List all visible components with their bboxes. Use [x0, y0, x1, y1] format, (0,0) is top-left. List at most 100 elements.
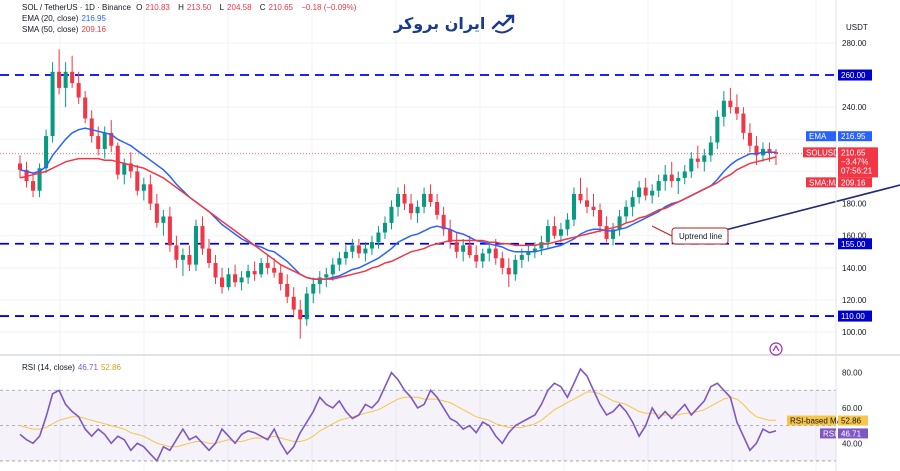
candle [448, 219, 453, 249]
candle [617, 210, 622, 236]
price-tick: 100.00 [842, 328, 867, 337]
price-tick: 280.00 [842, 39, 867, 48]
candle [474, 245, 479, 268]
candle [676, 171, 681, 194]
candle [663, 165, 668, 191]
uptrend-line[interactable] [671, 122, 900, 245]
candle [239, 271, 244, 291]
candle [584, 187, 590, 214]
svg-text:210.65: 210.65 [841, 148, 866, 157]
ema-legend[interactable]: EMA (20, close) 216.95 [22, 14, 106, 23]
sma-legend[interactable]: SMA (50, close) 209.16 [22, 25, 106, 34]
candle [31, 173, 36, 198]
candle [415, 200, 420, 223]
ohlc-low: L 204.58 [219, 3, 252, 12]
candle [220, 267, 225, 294]
candle [317, 271, 322, 294]
candle [161, 210, 166, 236]
candle [741, 107, 746, 140]
rsi-legend[interactable]: RSI (14, close) 46.71 52.86 [22, 363, 121, 372]
candle [115, 142, 120, 180]
ohlc-change: −0.18 (−0.09%) [301, 3, 357, 12]
candle [526, 245, 531, 262]
candle [754, 136, 759, 166]
candle [37, 163, 42, 198]
candle [702, 148, 707, 172]
candle [441, 206, 446, 236]
candle [669, 161, 674, 188]
candle [63, 62, 68, 108]
candle [109, 120, 114, 153]
candle [565, 213, 570, 236]
rsi-name-tag: RSI [820, 428, 836, 439]
candle [513, 255, 518, 281]
candle [734, 94, 739, 121]
candle [259, 258, 264, 278]
rsi-tick: 80.00 [842, 369, 863, 378]
candle [656, 174, 661, 198]
symbol-title[interactable]: SOL / TetherUS · 1D · Binance [22, 3, 131, 12]
ohlc-open: O 210.83 [136, 3, 170, 12]
candle [252, 261, 257, 281]
price-tick: 240.00 [842, 103, 867, 112]
candle [343, 245, 348, 265]
candle [395, 187, 401, 217]
candle [57, 49, 62, 95]
svg-text:SMA:MA: SMA:MA [809, 178, 841, 187]
candle [715, 110, 720, 149]
candle [728, 87, 733, 114]
svg-text:260.00: 260.00 [841, 71, 866, 80]
candle [382, 216, 387, 239]
candle [598, 203, 603, 233]
price-tick: 120.00 [842, 296, 867, 305]
ema-value-tag: 216.95 [838, 131, 872, 142]
ema-20-line [19, 127, 776, 280]
svg-text:RSI-based MA: RSI-based MA [790, 417, 843, 426]
symbol-name-tag: SOLUSDT [803, 147, 844, 158]
candle [233, 264, 238, 288]
candle [493, 238, 498, 265]
candle [611, 222, 616, 246]
candle [350, 238, 355, 259]
candle [167, 206, 172, 252]
price-axis[interactable]: USDT280.00240.00200.00180.00160.00140.00… [842, 23, 868, 448]
candle [571, 187, 576, 227]
candle [200, 216, 205, 256]
svg-text:46.71: 46.71 [841, 429, 862, 438]
candle [213, 255, 218, 284]
candle [83, 91, 88, 124]
iran-broker-logo: ایران بروکر [394, 12, 517, 34]
candle [402, 184, 407, 211]
sma-50-line [19, 156, 777, 280]
level-tag-260: 260.00 [838, 69, 872, 81]
candle [500, 251, 505, 275]
rsi-guide-lines [0, 389, 836, 462]
candle [187, 245, 192, 272]
symbol-price-tag: 210.65−3.47%07:56:21 [838, 147, 878, 178]
candle [650, 184, 655, 204]
candle [363, 242, 368, 262]
svg-text:SOLUSDT: SOLUSDT [806, 148, 844, 157]
candle [721, 91, 726, 127]
candle [630, 190, 635, 217]
candle [454, 232, 459, 259]
candle [435, 193, 440, 220]
sma-name-tag: SMA:MA [806, 177, 841, 188]
currency-label: USDT [846, 23, 868, 32]
candle [695, 145, 700, 169]
candle [154, 193, 159, 228]
tradingview-logo-icon[interactable] [769, 342, 783, 356]
rsi-ma-legend-value: 52.86 [100, 363, 121, 372]
candle [89, 110, 94, 143]
uptrend-annotation[interactable]: Uptrend line [651, 225, 729, 245]
candle [285, 274, 290, 304]
ema-legend-value: 216.95 [81, 14, 106, 23]
candle [174, 235, 179, 268]
candle [141, 177, 146, 201]
candle [291, 287, 296, 317]
svg-text:−3.47%: −3.47% [841, 157, 868, 166]
candle [193, 219, 198, 272]
price-tick: 160.00 [842, 232, 867, 241]
